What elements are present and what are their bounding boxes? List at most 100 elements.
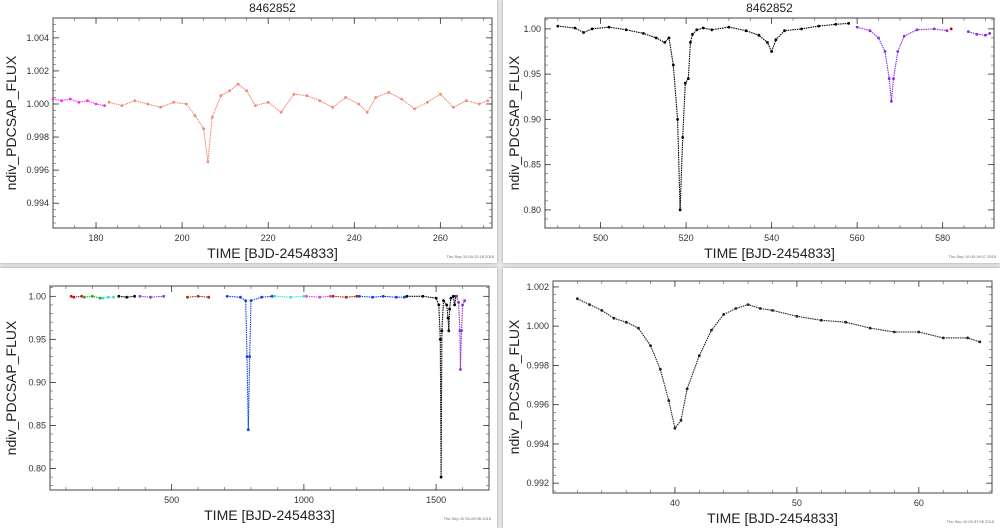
chart0-y-tick-label: 1.004 [26, 33, 49, 43]
chart2-series-0-point [80, 294, 84, 298]
chart3-y-tick-label: 1.000 [526, 321, 549, 331]
chart2-series-6-point [248, 355, 252, 358]
chart1-series-3-point [984, 33, 987, 37]
chart2-series-11-point [445, 303, 449, 307]
chart2-y-tick-label: 0.95 [28, 334, 46, 344]
chart1-timestamp: Thu Sep 10 00:19:07 2015 [949, 254, 997, 259]
chart0-y-tick-label: 0.996 [26, 165, 49, 175]
chart3-timestamp: Thu Sep 10 00:37:05 2015 [947, 519, 995, 524]
chart0-series-1-point [236, 82, 240, 86]
chart0-series-0-point [86, 99, 89, 103]
chart2-series-11-point [421, 294, 425, 298]
chart0-series-1-point [206, 160, 210, 164]
chart1-series-0-point [642, 32, 645, 35]
chart0-series-1-point [357, 102, 360, 106]
chart2-series-11-point [438, 338, 442, 341]
chart2-series-1-point [90, 294, 94, 298]
chart3-series-0-point [941, 336, 945, 340]
chart1-series-0-point [671, 63, 675, 67]
chart0-series-1-point [400, 97, 403, 101]
chart2-y-tick-label: 0.80 [28, 463, 46, 473]
chart2-series-1-point [83, 295, 86, 299]
chart0-series-1-point [477, 102, 481, 106]
chart2-series-0-point [72, 295, 76, 299]
chart0-series-1-point [219, 94, 223, 98]
chart0-series-1-point [451, 105, 455, 109]
chart0-series-0-point [60, 99, 63, 103]
chart0-series-1-point [305, 94, 309, 98]
chart2-series-4-point [162, 294, 166, 298]
chart1-series-0-line [557, 22, 849, 210]
chart0-x-tick-label: 220 [261, 233, 276, 243]
chart0-plot-frame [52, 17, 493, 229]
chart2-series-7-line [274, 295, 304, 298]
chart1-series-0-point [624, 28, 628, 32]
chart2-series-6-point [260, 295, 263, 299]
chart2-series-12-line [456, 296, 466, 370]
chart2-series-9-point [331, 294, 335, 298]
chart2-series-6-point [270, 294, 274, 298]
chart3-series-0-point [685, 387, 689, 391]
chart0-series-1-point [413, 107, 416, 111]
chart2-series-11-line [407, 295, 457, 478]
chart2-series-6-point [246, 428, 250, 432]
chart2-series-10-point [371, 295, 374, 299]
chart1-series-3-point [975, 32, 979, 36]
chart2-series-3-point [117, 294, 121, 298]
chart1-series-1-point [932, 27, 936, 31]
chart0-timestamp: Thu Sep 10 00:12:18 2015 [447, 254, 495, 259]
chart2-y-axis-label: ndiv_PDCSAP_FLUX [3, 320, 19, 455]
chart3-series-0-point [679, 419, 683, 422]
chart1-x-tick-label: 520 [679, 233, 694, 243]
chart2-series-3-point [125, 295, 129, 299]
chart1-series-1-point [877, 36, 880, 40]
chart0-series-1-point [159, 105, 163, 109]
chart-panel-top-left: 180 200 220 240 260 0.994 0.996 0.998 1.000 1.002… [0, 0, 497, 263]
chart1-series-0-point [683, 81, 687, 85]
chart2-series-11-point [439, 475, 443, 479]
chart0-series-1-point [464, 99, 468, 103]
chart-svg-top-right: 500 520 540 560 580 0.80 0.85 0.90 0.95 1.00 84628… [506, 1, 997, 261]
chart3-series-0-point [576, 297, 579, 301]
chart-svg-bottom-left: 500 1000 1500 0.80 0.85 0.90 0.95 1.00 TIME [BJD… [3, 285, 492, 523]
chart1-plot-frame [544, 17, 995, 229]
chart0-series-1-point [172, 100, 175, 104]
chart2-series-10-point [395, 295, 398, 299]
chart0-title: 8462852 [249, 1, 296, 15]
chart2-y-tick-label: 0.85 [28, 420, 46, 430]
chart0-y-tick-label: 1.002 [26, 66, 49, 76]
chart0-series-0-point [94, 102, 98, 106]
chart2-series-8-point [328, 294, 332, 298]
chart0-x-tick-label: 200 [175, 233, 190, 243]
chart0-series-1-point [228, 89, 231, 93]
chart3-series-0-point [978, 340, 982, 344]
chart1-series-0-point [663, 41, 667, 44]
chart1-series-0-point [774, 38, 778, 42]
chart0-series-1-point [344, 96, 348, 99]
chart2-series-3-point [133, 294, 137, 298]
chart-svg-bottom-right: 40 50 60 0.992 0.994 0.996 0.998 1.000 1.002 TIME… [506, 280, 995, 526]
chart1-series-0-point [686, 77, 690, 80]
chart2-series-5-point [196, 294, 200, 298]
chart0-y-tick-label: 1.000 [26, 99, 49, 109]
chart0-x-tick-label: 180 [89, 233, 104, 243]
chart2-series-11-point [434, 296, 438, 300]
chart1-series-2-point [949, 27, 953, 31]
chart2-series-12-point [459, 368, 462, 371]
chart0-series-1-point [439, 92, 442, 96]
chart2-series-4-point [138, 294, 142, 298]
chart3-series-0-point [734, 307, 738, 310]
chart2-x-tick-label: 500 [164, 495, 179, 505]
chart1-y-axis-label: ndiv_PDCSAP_FLUX [506, 55, 522, 190]
chart2-series-11-point [451, 294, 455, 298]
chart2-series-6-point [249, 299, 253, 302]
chart1-series-1-point [915, 28, 919, 32]
chart2-series-12-point [460, 329, 463, 333]
chart1-y-tick-label: 0.95 [523, 69, 541, 79]
chart1-series-0-point [607, 25, 611, 29]
chart0-series-1-point [387, 91, 391, 94]
chart-panel-bottom-left: 500 1000 1500 0.80 0.85 0.90 0.95 1.00 TIME [BJD… [0, 268, 497, 528]
chart3-series-0-point [667, 399, 671, 403]
chart2-series-6-point [245, 355, 249, 358]
chart2-series-12-point [461, 303, 464, 307]
